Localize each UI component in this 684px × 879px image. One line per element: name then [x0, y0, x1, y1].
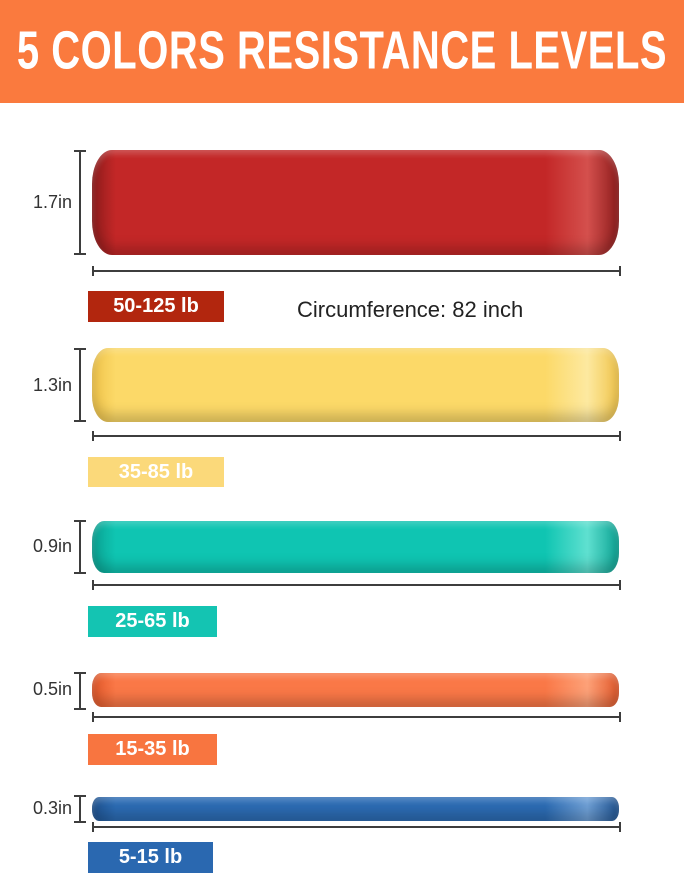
width-measure-line-teal	[92, 580, 621, 590]
weight-badge-yellow: 35-85 lb	[88, 457, 224, 487]
width-measure-line-yellow	[92, 431, 621, 441]
page-title: 5 COLORS RESISTANCE LEVELS	[16, 21, 668, 81]
resistance-band-red	[92, 150, 619, 255]
width-measure-line-red	[92, 266, 621, 276]
weight-badge-red: 50-125 lb	[88, 291, 224, 322]
height-label-yellow: 1.3in	[32, 375, 72, 395]
height-label-orange: 0.5in	[32, 679, 72, 699]
resistance-band-teal	[92, 521, 619, 573]
height-measure-line-orange	[74, 672, 86, 710]
height-measure-line-blue	[74, 795, 86, 823]
height-label-blue: 0.3in	[32, 798, 72, 818]
circumference-note: Circumference: 82 inch	[297, 297, 524, 322]
weight-badge-teal: 25-65 lb	[88, 606, 217, 637]
height-measure-line-teal	[74, 520, 86, 574]
header-banner: 5 COLORS RESISTANCE LEVELS	[0, 0, 684, 103]
width-measure-line-orange	[92, 712, 621, 722]
weight-badge-orange: 15-35 lb	[88, 734, 217, 765]
weight-badge-blue: 5-15 lb	[88, 842, 213, 873]
height-measure-line-red	[74, 150, 86, 255]
resistance-band-orange	[92, 673, 619, 707]
height-measure-line-yellow	[74, 348, 86, 422]
resistance-band-blue	[92, 797, 619, 821]
resistance-band-yellow	[92, 348, 619, 422]
width-measure-line-blue	[92, 822, 621, 832]
height-label-red: 1.7in	[32, 192, 72, 212]
height-label-teal: 0.9in	[32, 536, 72, 556]
